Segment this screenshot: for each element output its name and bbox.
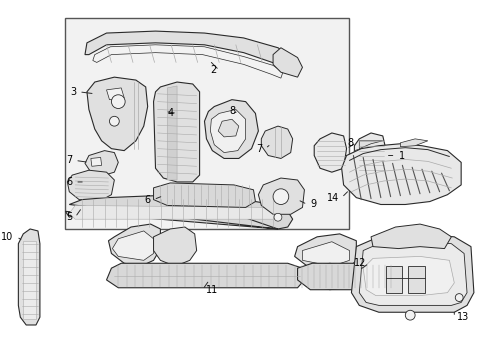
Polygon shape: [359, 241, 466, 305]
Text: 6: 6: [144, 195, 150, 204]
Polygon shape: [69, 206, 277, 219]
Polygon shape: [23, 241, 36, 319]
Text: 7: 7: [256, 144, 262, 154]
Text: 6: 6: [66, 177, 72, 187]
Text: 10: 10: [1, 232, 14, 242]
Polygon shape: [218, 119, 238, 137]
Text: 5: 5: [66, 212, 72, 222]
Polygon shape: [167, 86, 177, 180]
Polygon shape: [108, 224, 160, 266]
Text: 7: 7: [66, 156, 72, 165]
Polygon shape: [93, 45, 282, 78]
Polygon shape: [19, 229, 40, 325]
Polygon shape: [370, 224, 450, 248]
Circle shape: [454, 294, 462, 301]
Polygon shape: [153, 183, 255, 207]
Polygon shape: [153, 82, 199, 182]
Polygon shape: [87, 77, 147, 150]
Polygon shape: [272, 48, 302, 77]
Text: 11: 11: [205, 285, 217, 295]
Text: 4: 4: [168, 108, 174, 118]
Polygon shape: [91, 157, 102, 166]
Polygon shape: [297, 263, 398, 290]
Text: 8: 8: [346, 138, 353, 148]
Polygon shape: [400, 139, 427, 147]
Circle shape: [109, 116, 119, 126]
Polygon shape: [359, 141, 382, 149]
Text: 9: 9: [310, 199, 316, 210]
Text: 8: 8: [229, 107, 235, 116]
Polygon shape: [294, 234, 356, 273]
Polygon shape: [261, 126, 292, 158]
Polygon shape: [302, 242, 349, 266]
Text: 1: 1: [398, 150, 404, 161]
Text: 13: 13: [456, 312, 468, 322]
Polygon shape: [363, 256, 453, 296]
Circle shape: [111, 95, 125, 108]
Polygon shape: [407, 266, 424, 293]
Polygon shape: [351, 234, 473, 312]
Circle shape: [273, 213, 281, 221]
Polygon shape: [67, 170, 114, 202]
Circle shape: [405, 310, 414, 320]
Text: 3: 3: [70, 87, 76, 97]
Polygon shape: [106, 263, 304, 288]
Polygon shape: [85, 31, 297, 70]
Polygon shape: [385, 266, 402, 293]
Polygon shape: [204, 100, 258, 158]
Polygon shape: [341, 144, 460, 204]
Text: 14: 14: [326, 193, 338, 203]
Polygon shape: [354, 133, 385, 175]
Circle shape: [272, 189, 288, 204]
Polygon shape: [65, 196, 292, 229]
Polygon shape: [85, 150, 118, 175]
Polygon shape: [354, 149, 361, 162]
Text: 12: 12: [353, 258, 366, 268]
Polygon shape: [210, 109, 245, 153]
Polygon shape: [106, 88, 124, 100]
Polygon shape: [153, 227, 196, 266]
Polygon shape: [307, 263, 349, 290]
Polygon shape: [112, 231, 153, 260]
Polygon shape: [258, 178, 304, 214]
Bar: [65, 18, 349, 229]
Polygon shape: [314, 133, 346, 172]
Text: 2: 2: [209, 65, 216, 75]
